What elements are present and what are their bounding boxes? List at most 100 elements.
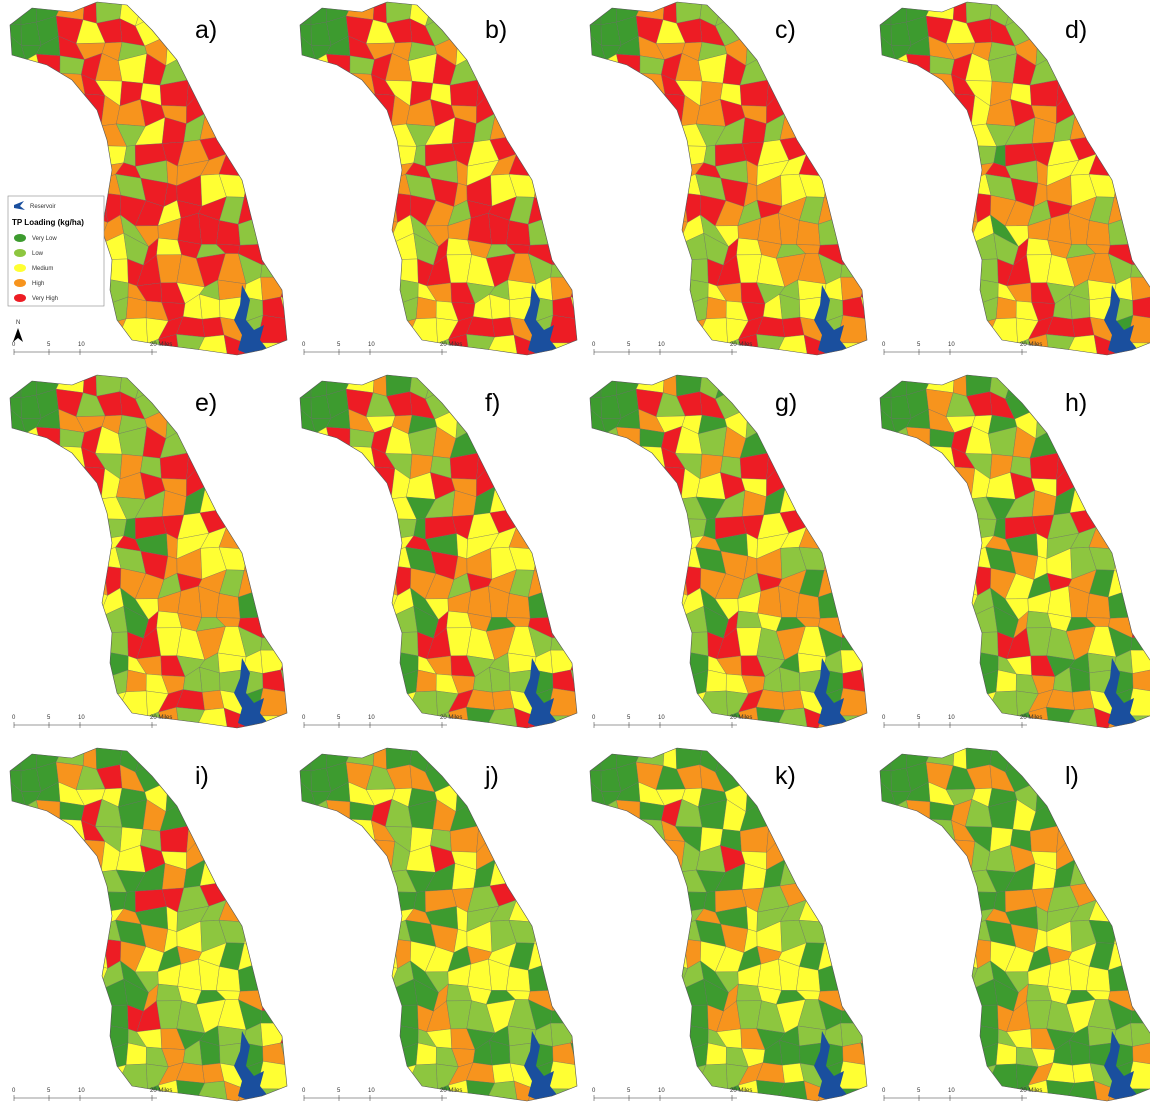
subbasin	[45, 963, 66, 988]
subbasin	[310, 1041, 326, 1071]
subbasin	[262, 924, 279, 952]
subbasin	[45, 986, 69, 1011]
subbasin	[605, 137, 621, 165]
subbasin	[329, 1002, 358, 1026]
subbasin	[39, 886, 64, 910]
subbasin	[256, 206, 284, 226]
subbasin	[373, 742, 386, 769]
legend-label: Medium	[32, 266, 53, 272]
north-arrow	[13, 328, 23, 342]
subbasin	[819, 78, 847, 106]
subbasin	[1108, 496, 1133, 519]
subbasin	[60, 94, 85, 117]
subbasin	[909, 513, 934, 537]
subbasin	[260, 1100, 282, 1120]
subbasin	[285, 526, 317, 560]
subbasin	[276, 729, 308, 751]
subbasin	[578, 844, 599, 869]
subbasin	[0, 153, 27, 187]
subbasin	[621, 117, 644, 142]
subbasin	[767, 427, 780, 453]
subbasin	[868, 471, 889, 496]
subbasin	[0, 844, 19, 869]
subbasin	[929, 586, 955, 619]
subbasin	[1086, 17, 1110, 46]
subbasin	[868, 361, 896, 385]
subbasin	[986, 342, 1018, 354]
subbasin	[1132, 236, 1150, 265]
subbasin	[159, 1104, 182, 1120]
subbasin	[859, 254, 885, 277]
subbasin	[221, 54, 239, 86]
subbasin	[516, 509, 528, 530]
subbasin	[17, 469, 47, 494]
subbasin	[601, 1099, 625, 1120]
subbasin	[597, 570, 627, 596]
subbasin	[550, 824, 578, 840]
subbasin	[585, 275, 606, 301]
subbasin	[843, 93, 868, 123]
subbasin	[448, 761, 475, 790]
subbasin	[662, 647, 686, 679]
subbasin	[643, 358, 659, 387]
subbasin	[79, 586, 108, 619]
subbasin	[838, 0, 860, 24]
subbasin	[262, 783, 280, 808]
subbasin	[948, 1050, 973, 1072]
subbasin	[800, 1109, 824, 1120]
subbasin	[36, 1041, 65, 1070]
subbasin	[796, 379, 825, 392]
subbasin	[872, 368, 892, 397]
subbasin	[887, 448, 914, 471]
subbasin	[310, 668, 326, 698]
subbasin	[47, 549, 63, 577]
subbasin	[60, 446, 85, 472]
subbasin	[1131, 1023, 1150, 1046]
subbasin	[636, 740, 665, 765]
subbasin	[870, 821, 898, 848]
subbasin	[616, 313, 647, 342]
subbasin	[929, 198, 955, 217]
subbasin	[1055, 790, 1070, 811]
subbasin	[396, 632, 418, 656]
subbasin	[837, 512, 864, 537]
subbasin	[510, 363, 534, 377]
subbasin	[870, 430, 898, 456]
subbasin	[64, 887, 82, 910]
subbasin	[517, 414, 530, 428]
subbasin	[329, 629, 358, 653]
subbasin	[527, 157, 554, 179]
subbasin	[936, 986, 956, 1011]
subbasin	[840, 1100, 862, 1120]
subbasin	[36, 427, 60, 457]
subbasin	[640, 861, 662, 888]
subbasin	[0, 98, 19, 123]
subbasin	[315, 510, 331, 538]
scale-label: 5	[627, 1088, 631, 1094]
subbasin	[909, 353, 934, 382]
subbasin	[347, 922, 375, 949]
subbasin	[890, 1041, 906, 1071]
subbasin	[890, 295, 906, 325]
subbasin	[335, 590, 356, 615]
subbasin	[568, 741, 595, 770]
subbasin	[529, 78, 557, 106]
subbasin	[311, 726, 335, 757]
subbasin	[0, 567, 18, 597]
subbasin	[0, 940, 18, 970]
subbasin	[916, 571, 933, 591]
subbasin	[1106, 392, 1132, 414]
subbasin	[1068, 54, 1098, 76]
subbasin	[217, 844, 247, 873]
subbasin	[65, 1020, 87, 1050]
subbasin	[260, 824, 288, 840]
subbasin	[79, 1104, 104, 1120]
legend-label: Low	[32, 251, 44, 257]
subbasin	[1028, 761, 1055, 790]
subbasin	[816, 749, 842, 767]
subbasin	[0, 1009, 26, 1022]
subbasin	[529, 839, 557, 871]
subbasin	[1068, 418, 1098, 437]
subbasin	[621, 490, 644, 515]
subbasin	[637, 153, 665, 177]
